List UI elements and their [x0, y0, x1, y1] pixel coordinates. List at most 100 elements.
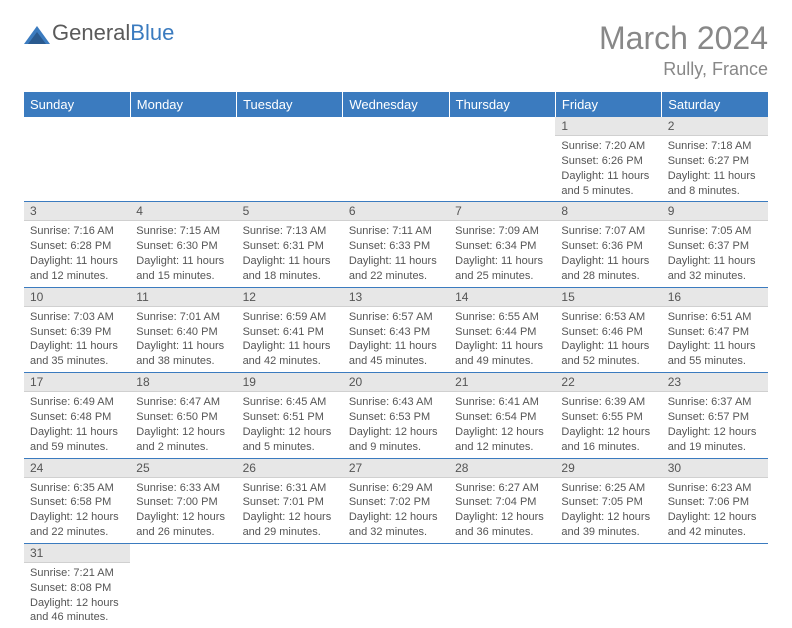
day-number: 6	[343, 202, 449, 221]
sunset: Sunset: 7:04 PM	[455, 495, 549, 510]
day-content: Sunrise: 6:39 AMSunset: 6:55 PMDaylight:…	[555, 392, 661, 457]
day-content: Sunrise: 7:11 AMSunset: 6:33 PMDaylight:…	[343, 221, 449, 286]
day-cell: 10Sunrise: 7:03 AMSunset: 6:39 PMDayligh…	[24, 287, 130, 372]
empty-day	[343, 117, 449, 202]
header: GeneralBlue March 2024 Rully, France	[24, 20, 768, 80]
day-number: 4	[130, 202, 236, 221]
sunset: Sunset: 6:30 PM	[136, 239, 230, 254]
sunrise: Sunrise: 6:29 AM	[349, 481, 443, 496]
sunrise: Sunrise: 7:21 AM	[30, 566, 124, 581]
day-content: Sunrise: 6:49 AMSunset: 6:48 PMDaylight:…	[24, 392, 130, 457]
daylight: Daylight: 12 hours and 19 minutes.	[668, 425, 762, 455]
daylight: Daylight: 11 hours and 22 minutes.	[349, 254, 443, 284]
day-number: 13	[343, 288, 449, 307]
day-cell: 18Sunrise: 6:47 AMSunset: 6:50 PMDayligh…	[130, 373, 236, 458]
day-content: Sunrise: 6:23 AMSunset: 7:06 PMDaylight:…	[662, 478, 768, 543]
sunset: Sunset: 6:54 PM	[455, 410, 549, 425]
sunrise: Sunrise: 6:47 AM	[136, 395, 230, 410]
daylight: Daylight: 12 hours and 22 minutes.	[30, 510, 124, 540]
day-content: Sunrise: 6:59 AMSunset: 6:41 PMDaylight:…	[237, 307, 343, 372]
empty-day	[24, 117, 130, 202]
day-content: Sunrise: 6:33 AMSunset: 7:00 PMDaylight:…	[130, 478, 236, 543]
day-cell: 23Sunrise: 6:37 AMSunset: 6:57 PMDayligh…	[662, 373, 768, 458]
calendar-body: 1 Sunrise: 7:20 AM Sunset: 6:26 PM Dayli…	[24, 117, 768, 628]
day-content: Sunrise: 6:47 AMSunset: 6:50 PMDaylight:…	[130, 392, 236, 457]
sunrise: Sunrise: 7:09 AM	[455, 224, 549, 239]
sunset: Sunset: 6:36 PM	[561, 239, 655, 254]
day-header: Wednesday	[343, 92, 449, 117]
day-content: Sunrise: 6:27 AMSunset: 7:04 PMDaylight:…	[449, 478, 555, 543]
calendar-row: 31Sunrise: 7:21 AMSunset: 8:08 PMDayligh…	[24, 543, 768, 628]
sunrise: Sunrise: 7:05 AM	[668, 224, 762, 239]
day-content: Sunrise: 6:35 AMSunset: 6:58 PMDaylight:…	[24, 478, 130, 543]
daylight: Daylight: 12 hours and 39 minutes.	[561, 510, 655, 540]
day-cell: 1 Sunrise: 7:20 AM Sunset: 6:26 PM Dayli…	[555, 117, 661, 202]
sunrise: Sunrise: 7:11 AM	[349, 224, 443, 239]
daylight: Daylight: 12 hours and 36 minutes.	[455, 510, 549, 540]
day-content: Sunrise: 7:03 AMSunset: 6:39 PMDaylight:…	[24, 307, 130, 372]
daylight: Daylight: 12 hours and 26 minutes.	[136, 510, 230, 540]
logo: GeneralBlue	[24, 20, 174, 46]
day-content: Sunrise: 7:15 AMSunset: 6:30 PMDaylight:…	[130, 221, 236, 286]
sunset: Sunset: 7:02 PM	[349, 495, 443, 510]
sunrise: Sunrise: 6:55 AM	[455, 310, 549, 325]
day-cell: 8Sunrise: 7:07 AMSunset: 6:36 PMDaylight…	[555, 202, 661, 287]
day-number: 28	[449, 459, 555, 478]
daylight: Daylight: 11 hours and 8 minutes.	[668, 169, 762, 199]
empty-day	[555, 543, 661, 628]
day-cell: 14Sunrise: 6:55 AMSunset: 6:44 PMDayligh…	[449, 287, 555, 372]
day-cell: 17Sunrise: 6:49 AMSunset: 6:48 PMDayligh…	[24, 373, 130, 458]
day-cell: 22Sunrise: 6:39 AMSunset: 6:55 PMDayligh…	[555, 373, 661, 458]
calendar-table: Sunday Monday Tuesday Wednesday Thursday…	[24, 92, 768, 628]
day-cell: 9Sunrise: 7:05 AMSunset: 6:37 PMDaylight…	[662, 202, 768, 287]
daylight: Daylight: 12 hours and 12 minutes.	[455, 425, 549, 455]
sunrise: Sunrise: 6:43 AM	[349, 395, 443, 410]
logo-icon	[24, 22, 50, 44]
day-header-row: Sunday Monday Tuesday Wednesday Thursday…	[24, 92, 768, 117]
sunset: Sunset: 6:51 PM	[243, 410, 337, 425]
sunrise: Sunrise: 6:25 AM	[561, 481, 655, 496]
day-number: 25	[130, 459, 236, 478]
sunrise: Sunrise: 6:59 AM	[243, 310, 337, 325]
day-cell: 5Sunrise: 7:13 AMSunset: 6:31 PMDaylight…	[237, 202, 343, 287]
daylight: Daylight: 11 hours and 18 minutes.	[243, 254, 337, 284]
day-content: Sunrise: 7:18 AM Sunset: 6:27 PM Dayligh…	[662, 136, 768, 201]
calendar-row: 17Sunrise: 6:49 AMSunset: 6:48 PMDayligh…	[24, 373, 768, 458]
daylight: Daylight: 11 hours and 42 minutes.	[243, 339, 337, 369]
day-number: 14	[449, 288, 555, 307]
daylight: Daylight: 11 hours and 25 minutes.	[455, 254, 549, 284]
day-cell: 21Sunrise: 6:41 AMSunset: 6:54 PMDayligh…	[449, 373, 555, 458]
day-content: Sunrise: 7:07 AMSunset: 6:36 PMDaylight:…	[555, 221, 661, 286]
calendar-row: 10Sunrise: 7:03 AMSunset: 6:39 PMDayligh…	[24, 287, 768, 372]
sunrise: Sunrise: 6:23 AM	[668, 481, 762, 496]
calendar-row: 1 Sunrise: 7:20 AM Sunset: 6:26 PM Dayli…	[24, 117, 768, 202]
logo-text-blue: Blue	[130, 20, 174, 45]
sunset: Sunset: 6:53 PM	[349, 410, 443, 425]
day-content: Sunrise: 6:57 AMSunset: 6:43 PMDaylight:…	[343, 307, 449, 372]
day-header: Tuesday	[237, 92, 343, 117]
day-cell: 19Sunrise: 6:45 AMSunset: 6:51 PMDayligh…	[237, 373, 343, 458]
day-content: Sunrise: 6:41 AMSunset: 6:54 PMDaylight:…	[449, 392, 555, 457]
day-content: Sunrise: 7:09 AMSunset: 6:34 PMDaylight:…	[449, 221, 555, 286]
sunset: Sunset: 6:27 PM	[668, 154, 762, 169]
sunset: Sunset: 6:47 PM	[668, 325, 762, 340]
sunset: Sunset: 6:46 PM	[561, 325, 655, 340]
sunset: Sunset: 7:06 PM	[668, 495, 762, 510]
daylight: Daylight: 11 hours and 49 minutes.	[455, 339, 549, 369]
sunset: Sunset: 6:43 PM	[349, 325, 443, 340]
day-cell: 24Sunrise: 6:35 AMSunset: 6:58 PMDayligh…	[24, 458, 130, 543]
day-content: Sunrise: 7:13 AMSunset: 6:31 PMDaylight:…	[237, 221, 343, 286]
sunrise: Sunrise: 6:35 AM	[30, 481, 124, 496]
day-number: 21	[449, 373, 555, 392]
sunrise: Sunrise: 7:16 AM	[30, 224, 124, 239]
calendar-row: 3Sunrise: 7:16 AMSunset: 6:28 PMDaylight…	[24, 202, 768, 287]
sunrise: Sunrise: 6:37 AM	[668, 395, 762, 410]
empty-day	[130, 543, 236, 628]
day-number: 1	[555, 117, 661, 136]
empty-day	[343, 543, 449, 628]
day-number: 20	[343, 373, 449, 392]
day-number: 31	[24, 544, 130, 563]
sunset: Sunset: 6:41 PM	[243, 325, 337, 340]
sunset: Sunset: 6:50 PM	[136, 410, 230, 425]
day-cell: 30Sunrise: 6:23 AMSunset: 7:06 PMDayligh…	[662, 458, 768, 543]
